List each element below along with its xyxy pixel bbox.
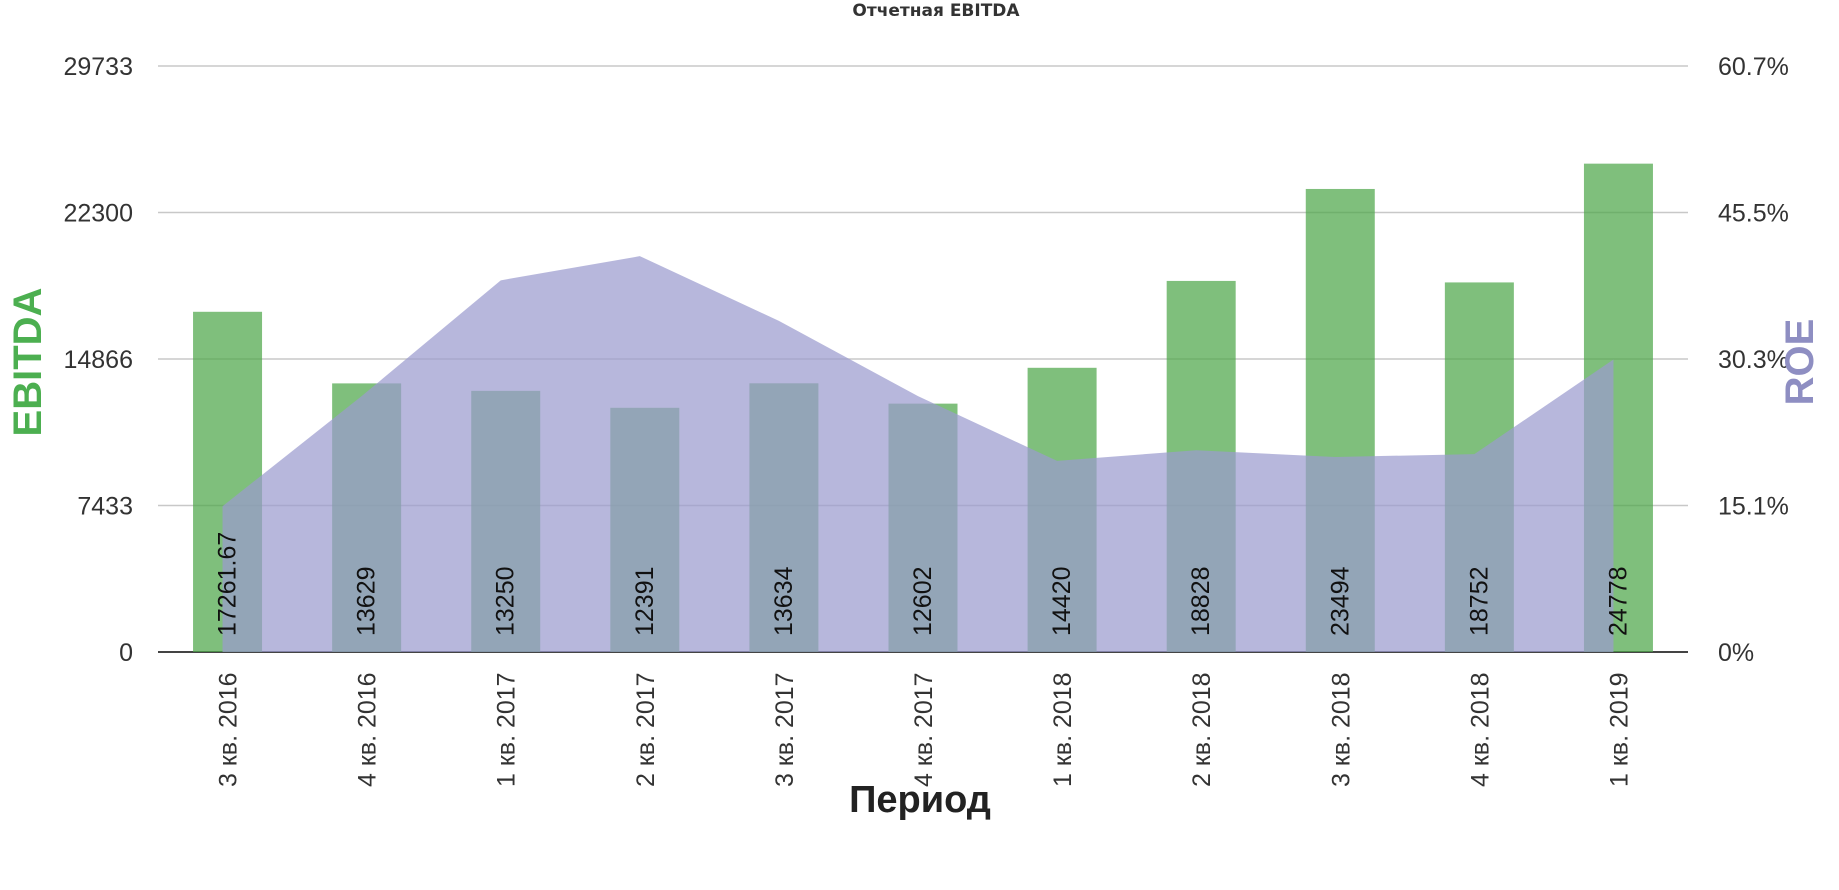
bar-data-label: 23494	[1326, 566, 1354, 636]
y-tick-label-left: 7433	[77, 493, 133, 521]
x-tick-label: 4 кв. 2017	[910, 672, 938, 787]
x-tick-label: 3 кв. 2018	[1327, 672, 1355, 787]
bar-data-label: 13629	[353, 566, 381, 636]
bar-data-label: 13250	[492, 566, 520, 636]
x-tick-label: 1 кв. 2019	[1605, 672, 1633, 787]
bar-data-label: 13634	[770, 566, 798, 636]
x-tick-label: 2 кв. 2017	[632, 672, 660, 787]
y-tick-label-right: 45.5%	[1718, 200, 1789, 228]
x-tick-label: 1 кв. 2017	[493, 672, 521, 787]
axis-ticks: 0 7433 14866 22300 29733 0% 15.1% 30.3% 45.5% 60.…	[63, 53, 1788, 787]
x-tick-label: 4 кв. 2016	[354, 672, 382, 787]
x-tick-label: 3 кв. 2017	[771, 672, 799, 787]
y-tick-label-right: 60.7%	[1718, 53, 1789, 81]
bar-data-label: 14420	[1048, 566, 1076, 636]
y-tick-label-right: 0%	[1718, 639, 1754, 667]
y-tick-label-right: 30.3%	[1718, 346, 1789, 374]
roe-area-path	[222, 256, 1614, 652]
bar-data-label: 12391	[631, 566, 659, 636]
bar-data-label: 17261.67	[214, 532, 242, 636]
bar-data-label: 12602	[909, 566, 937, 636]
bar-data-label: 18752	[1465, 566, 1493, 636]
x-axis-title: Период	[849, 779, 991, 821]
x-tick-label: 1 кв. 2018	[1049, 672, 1077, 787]
y-tick-label-left: 22300	[63, 200, 133, 228]
bar-data-label: 24778	[1604, 566, 1632, 636]
x-tick-label: 4 кв. 2018	[1466, 672, 1494, 787]
y-tick-label-right: 15.1%	[1718, 493, 1789, 521]
bar-data-label: 18828	[1187, 566, 1215, 636]
y-axis-title-left: EBITDA	[6, 288, 50, 437]
y-tick-label-left: 14866	[63, 346, 133, 374]
x-tick-label: 3 кв. 2016	[215, 672, 243, 787]
bar-data-labels: 17261.67 13629 13250 12391 13634 12602 14420 18…	[214, 532, 1633, 636]
roe-area	[222, 256, 1614, 652]
chart-title: Отчетная EBITDA	[852, 1, 1020, 21]
y-tick-label-left: 29733	[63, 53, 133, 81]
y-tick-label-left: 0	[119, 639, 133, 667]
x-tick-label: 2 кв. 2018	[1188, 672, 1216, 787]
y-axis-title-right: ROE	[1778, 319, 1822, 406]
